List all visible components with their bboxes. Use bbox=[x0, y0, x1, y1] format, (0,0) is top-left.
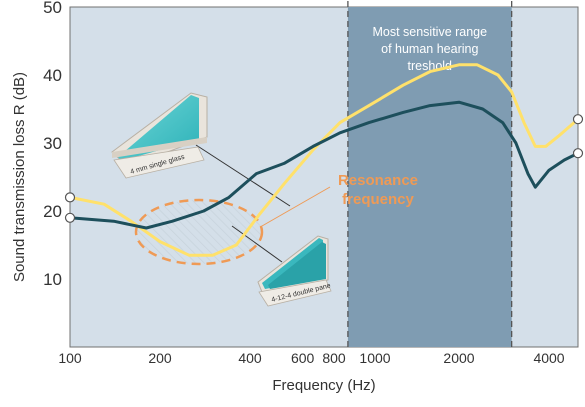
hearing-band-rect bbox=[347, 7, 512, 347]
x-tick-label: 2000 bbox=[443, 350, 474, 366]
x-tick-label: 400 bbox=[238, 350, 262, 366]
y-tick-label: 30 bbox=[43, 134, 62, 153]
x-tick-label: 200 bbox=[148, 350, 172, 366]
y-axis-label: Sound transmission loss R (dB) bbox=[11, 72, 28, 282]
x-tick-label: 600 bbox=[291, 350, 315, 366]
series-1-start-marker bbox=[64, 212, 76, 223]
double-pane-leader bbox=[231, 225, 283, 263]
y-tick-label: 40 bbox=[43, 66, 62, 85]
y-tick-label: 20 bbox=[43, 202, 62, 221]
single-glass-illustration: 4 mm single glass bbox=[111, 92, 208, 179]
resonance-leader bbox=[261, 186, 331, 227]
series-1-end-marker bbox=[572, 148, 584, 159]
series-0-start-marker bbox=[64, 192, 76, 203]
series-double-pane-line bbox=[69, 100, 579, 230]
y-tick-label: 10 bbox=[43, 270, 62, 289]
hearing-band: Most sensitive range of human hearing tres… bbox=[347, 1, 513, 351]
x-tick-label: 4000 bbox=[533, 350, 564, 366]
series-0-end-marker bbox=[572, 114, 584, 125]
x-tick-label: 800 bbox=[322, 350, 346, 366]
double-pane-illustration: 4-12-4 double pane bbox=[257, 235, 332, 307]
x-tick-label: 1000 bbox=[359, 350, 390, 366]
x-axis-label: Frequency (Hz) bbox=[272, 377, 375, 394]
x-tick-label: 100 bbox=[58, 350, 82, 366]
y-tick-label: 50 bbox=[43, 0, 62, 17]
resonance-label: Resonance frequency bbox=[338, 172, 418, 208]
series-single-glass-line bbox=[69, 63, 579, 257]
